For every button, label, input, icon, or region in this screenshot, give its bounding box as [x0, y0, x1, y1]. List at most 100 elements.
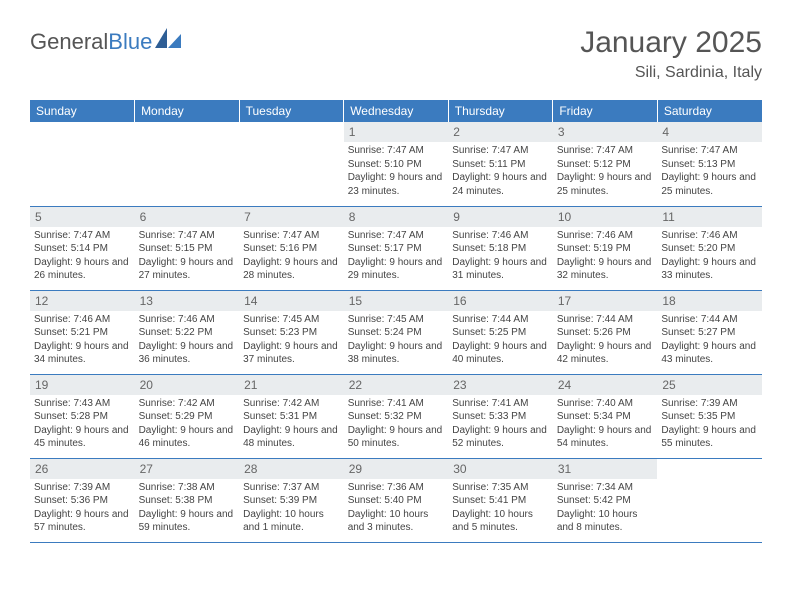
day-info-line: Daylight: 10 hours and 3 minutes.	[348, 508, 445, 535]
day-info-line: Sunrise: 7:37 AM	[243, 481, 340, 495]
day-number: 24	[553, 375, 658, 395]
day-cell: 27Sunrise: 7:38 AMSunset: 5:38 PMDayligh…	[135, 458, 240, 542]
day-cell: 21Sunrise: 7:42 AMSunset: 5:31 PMDayligh…	[239, 374, 344, 458]
day-cell: 19Sunrise: 7:43 AMSunset: 5:28 PMDayligh…	[30, 374, 135, 458]
day-info-line: Daylight: 9 hours and 57 minutes.	[34, 508, 131, 535]
calendar-body: 1Sunrise: 7:47 AMSunset: 5:10 PMDaylight…	[30, 122, 762, 542]
day-cell	[239, 122, 344, 206]
day-number: 14	[239, 291, 344, 311]
day-info-line: Sunrise: 7:46 AM	[34, 313, 131, 327]
dh-mon: Monday	[135, 100, 240, 122]
week-row: 1Sunrise: 7:47 AMSunset: 5:10 PMDaylight…	[30, 122, 762, 206]
day-cell: 30Sunrise: 7:35 AMSunset: 5:41 PMDayligh…	[448, 458, 553, 542]
day-info-line: Daylight: 10 hours and 1 minute.	[243, 508, 340, 535]
day-number: 29	[344, 459, 449, 479]
day-info-line: Daylight: 9 hours and 42 minutes.	[557, 340, 654, 367]
day-cell: 3Sunrise: 7:47 AMSunset: 5:12 PMDaylight…	[553, 122, 658, 206]
day-number: 10	[553, 207, 658, 227]
day-info-line: Sunset: 5:19 PM	[557, 242, 654, 256]
day-info-line: Sunset: 5:18 PM	[452, 242, 549, 256]
day-info-line: Sunrise: 7:38 AM	[139, 481, 236, 495]
day-number: 3	[553, 122, 658, 142]
day-cell: 9Sunrise: 7:46 AMSunset: 5:18 PMDaylight…	[448, 206, 553, 290]
day-info-line: Sunrise: 7:44 AM	[557, 313, 654, 327]
dh-wed: Wednesday	[344, 100, 449, 122]
day-info-line: Sunset: 5:40 PM	[348, 494, 445, 508]
week-row: 12Sunrise: 7:46 AMSunset: 5:21 PMDayligh…	[30, 290, 762, 374]
day-info-line: Daylight: 9 hours and 26 minutes.	[34, 256, 131, 283]
day-info-line: Sunrise: 7:43 AM	[34, 397, 131, 411]
day-info-line: Sunset: 5:17 PM	[348, 242, 445, 256]
day-number: 15	[344, 291, 449, 311]
day-info-line: Daylight: 9 hours and 36 minutes.	[139, 340, 236, 367]
day-info-line: Sunset: 5:31 PM	[243, 410, 340, 424]
day-cell	[135, 122, 240, 206]
day-info-line: Sunset: 5:28 PM	[34, 410, 131, 424]
day-info-line: Daylight: 9 hours and 28 minutes.	[243, 256, 340, 283]
day-info-line: Daylight: 9 hours and 23 minutes.	[348, 171, 445, 198]
day-cell: 4Sunrise: 7:47 AMSunset: 5:13 PMDaylight…	[657, 122, 762, 206]
week-row: 5Sunrise: 7:47 AMSunset: 5:14 PMDaylight…	[30, 206, 762, 290]
day-cell: 6Sunrise: 7:47 AMSunset: 5:15 PMDaylight…	[135, 206, 240, 290]
day-cell: 13Sunrise: 7:46 AMSunset: 5:22 PMDayligh…	[135, 290, 240, 374]
day-info-line: Sunrise: 7:44 AM	[452, 313, 549, 327]
day-number: 23	[448, 375, 553, 395]
day-info-line: Sunset: 5:22 PM	[139, 326, 236, 340]
day-info-line: Sunrise: 7:41 AM	[452, 397, 549, 411]
day-info-line: Sunrise: 7:47 AM	[348, 144, 445, 158]
day-info-line: Sunrise: 7:40 AM	[557, 397, 654, 411]
day-cell: 16Sunrise: 7:44 AMSunset: 5:25 PMDayligh…	[448, 290, 553, 374]
day-cell: 23Sunrise: 7:41 AMSunset: 5:33 PMDayligh…	[448, 374, 553, 458]
day-info-line: Sunrise: 7:47 AM	[34, 229, 131, 243]
day-info-line: Sunrise: 7:47 AM	[139, 229, 236, 243]
day-info-line: Sunrise: 7:42 AM	[139, 397, 236, 411]
title-block: January 2025 Sili, Sardinia, Italy	[580, 28, 762, 82]
day-info-line: Daylight: 9 hours and 38 minutes.	[348, 340, 445, 367]
day-info-line: Sunrise: 7:46 AM	[661, 229, 758, 243]
day-cell: 7Sunrise: 7:47 AMSunset: 5:16 PMDaylight…	[239, 206, 344, 290]
day-info-line: Sunset: 5:35 PM	[661, 410, 758, 424]
dh-tue: Tuesday	[239, 100, 344, 122]
day-info-line: Daylight: 9 hours and 59 minutes.	[139, 508, 236, 535]
day-cell: 2Sunrise: 7:47 AMSunset: 5:11 PMDaylight…	[448, 122, 553, 206]
day-cell: 5Sunrise: 7:47 AMSunset: 5:14 PMDaylight…	[30, 206, 135, 290]
day-info-line: Daylight: 9 hours and 27 minutes.	[139, 256, 236, 283]
day-cell: 22Sunrise: 7:41 AMSunset: 5:32 PMDayligh…	[344, 374, 449, 458]
day-info-line: Sunset: 5:26 PM	[557, 326, 654, 340]
day-info-line: Sunset: 5:11 PM	[452, 158, 549, 172]
day-number: 4	[657, 122, 762, 142]
logo-sail-icon	[155, 28, 181, 48]
day-info-line: Sunrise: 7:44 AM	[661, 313, 758, 327]
day-cell: 28Sunrise: 7:37 AMSunset: 5:39 PMDayligh…	[239, 458, 344, 542]
day-info-line: Sunset: 5:36 PM	[34, 494, 131, 508]
day-info-line: Sunset: 5:25 PM	[452, 326, 549, 340]
day-info-line: Daylight: 9 hours and 24 minutes.	[452, 171, 549, 198]
day-info-line: Sunset: 5:23 PM	[243, 326, 340, 340]
day-info-line: Sunset: 5:14 PM	[34, 242, 131, 256]
day-info-line: Sunrise: 7:47 AM	[243, 229, 340, 243]
day-cell: 8Sunrise: 7:47 AMSunset: 5:17 PMDaylight…	[344, 206, 449, 290]
day-number: 25	[657, 375, 762, 395]
day-info-line: Daylight: 9 hours and 40 minutes.	[452, 340, 549, 367]
day-info-line: Sunset: 5:29 PM	[139, 410, 236, 424]
day-number: 13	[135, 291, 240, 311]
day-number: 20	[135, 375, 240, 395]
day-number: 26	[30, 459, 135, 479]
day-info-line: Daylight: 9 hours and 55 minutes.	[661, 424, 758, 451]
day-info-line: Sunrise: 7:39 AM	[661, 397, 758, 411]
day-info-line: Daylight: 9 hours and 32 minutes.	[557, 256, 654, 283]
day-cell: 11Sunrise: 7:46 AMSunset: 5:20 PMDayligh…	[657, 206, 762, 290]
dh-sat: Saturday	[657, 100, 762, 122]
day-info-line: Daylight: 9 hours and 37 minutes.	[243, 340, 340, 367]
day-info-line: Sunrise: 7:47 AM	[348, 229, 445, 243]
day-info-line: Daylight: 9 hours and 29 minutes.	[348, 256, 445, 283]
day-cell: 18Sunrise: 7:44 AMSunset: 5:27 PMDayligh…	[657, 290, 762, 374]
day-info-line: Daylight: 9 hours and 50 minutes.	[348, 424, 445, 451]
day-info-line: Sunset: 5:27 PM	[661, 326, 758, 340]
day-info-line: Sunset: 5:38 PM	[139, 494, 236, 508]
day-info-line: Daylight: 9 hours and 33 minutes.	[661, 256, 758, 283]
calendar-table: Sunday Monday Tuesday Wednesday Thursday…	[30, 100, 762, 543]
day-number: 6	[135, 207, 240, 227]
dh-thu: Thursday	[448, 100, 553, 122]
day-info-line: Sunrise: 7:46 AM	[452, 229, 549, 243]
